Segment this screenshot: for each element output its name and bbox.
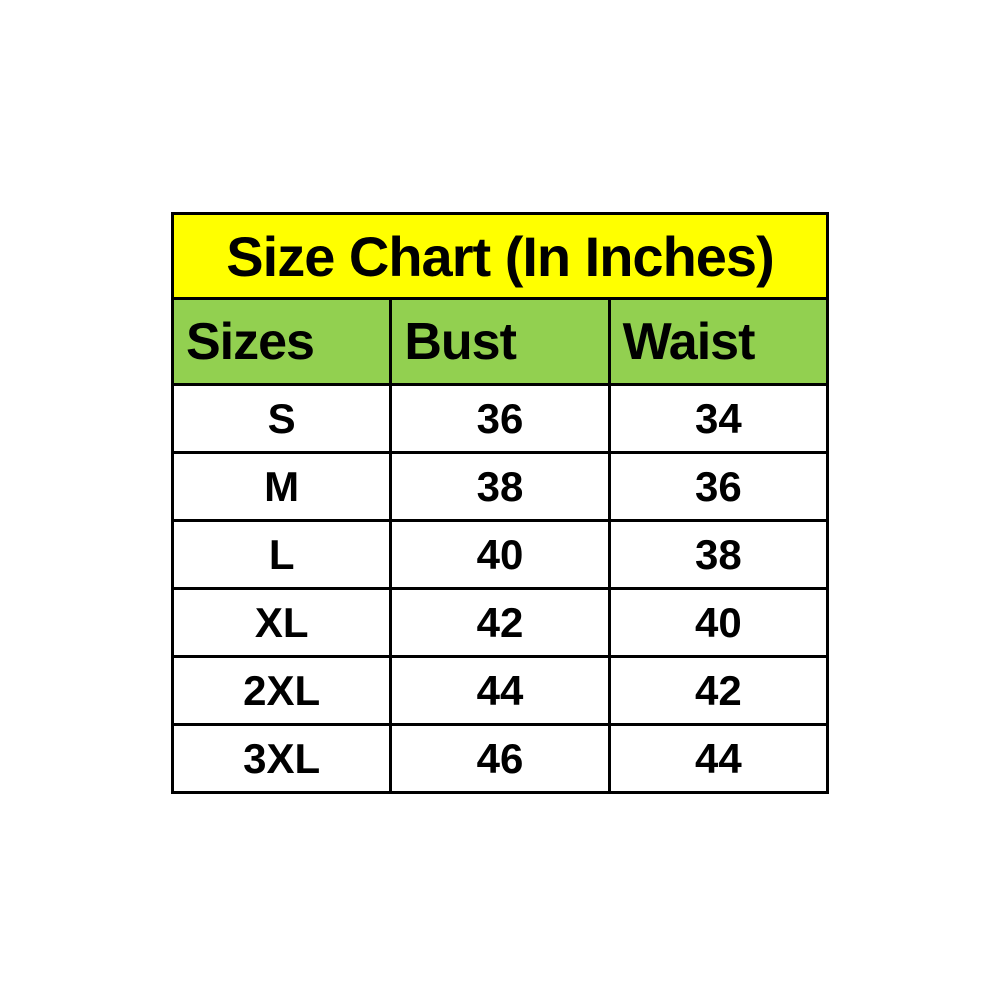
column-header-bust: Bust: [389, 297, 611, 386]
column-header-row: Sizes Bust Waist: [170, 297, 830, 386]
size-chart-header: Size Chart (In Inches) Sizes Bust Waist: [170, 212, 830, 386]
column-header-waist: Waist: [607, 297, 830, 386]
bust-cell: 40: [389, 519, 611, 590]
table-row: S 36 34: [170, 383, 830, 454]
waist-cell: 40: [607, 587, 830, 658]
size-cell: S: [170, 383, 393, 454]
size-cell: 2XL: [170, 655, 393, 726]
bust-cell: 42: [389, 587, 611, 658]
size-chart-body: S 36 34 M 38 36 L 40 38 XL 42 40 2XL 44 42 3XL 46 44: [170, 383, 830, 794]
table-title: Size Chart (In Inches): [171, 212, 829, 300]
size-cell: L: [170, 519, 393, 590]
size-cell: XL: [170, 587, 393, 658]
size-cell: 3XL: [170, 723, 393, 794]
bust-cell: 44: [389, 655, 611, 726]
column-header-sizes: Sizes: [170, 297, 393, 386]
bust-cell: 46: [389, 723, 611, 794]
waist-cell: 36: [607, 451, 830, 522]
waist-cell: 38: [607, 519, 830, 590]
table-row: 2XL 44 42: [170, 655, 830, 726]
size-cell: M: [170, 451, 393, 522]
table-row: 3XL 46 44: [170, 723, 830, 794]
bust-cell: 38: [389, 451, 611, 522]
bust-cell: 36: [389, 383, 611, 454]
waist-cell: 44: [607, 723, 830, 794]
waist-cell: 34: [607, 383, 830, 454]
title-row: Size Chart (In Inches): [171, 212, 829, 300]
table-row: M 38 36: [170, 451, 830, 522]
table-row: XL 42 40: [170, 587, 830, 658]
waist-cell: 42: [607, 655, 830, 726]
table-row: L 40 38: [170, 519, 830, 590]
